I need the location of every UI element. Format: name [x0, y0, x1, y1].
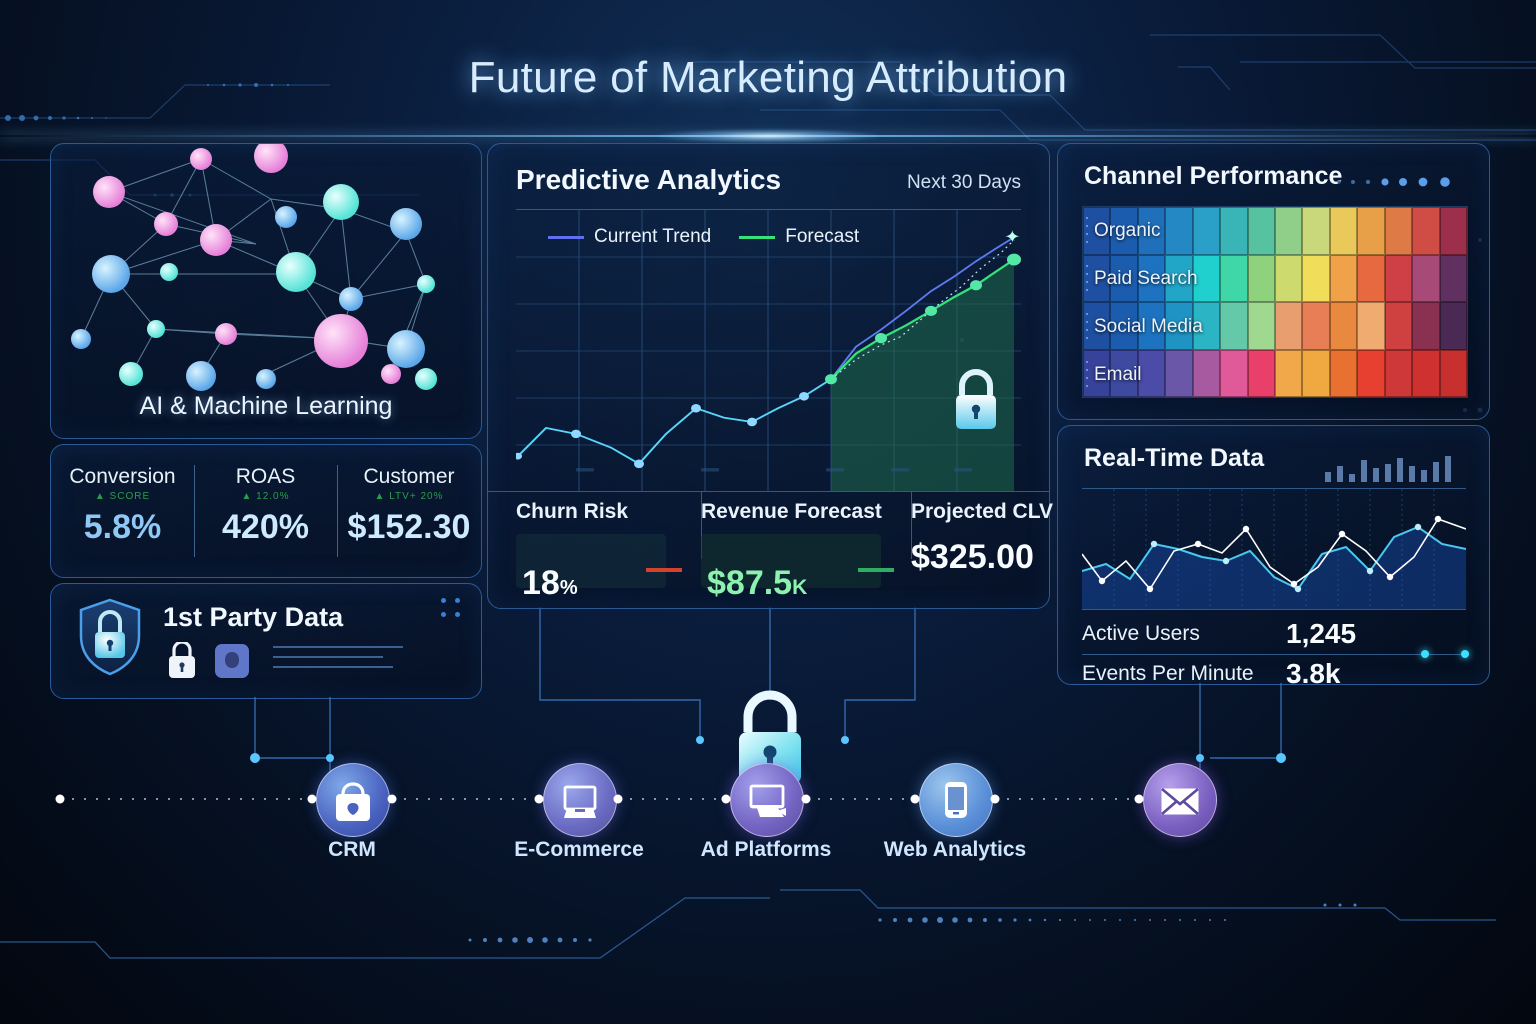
svg-text:✦: ✦ [1004, 227, 1021, 246]
